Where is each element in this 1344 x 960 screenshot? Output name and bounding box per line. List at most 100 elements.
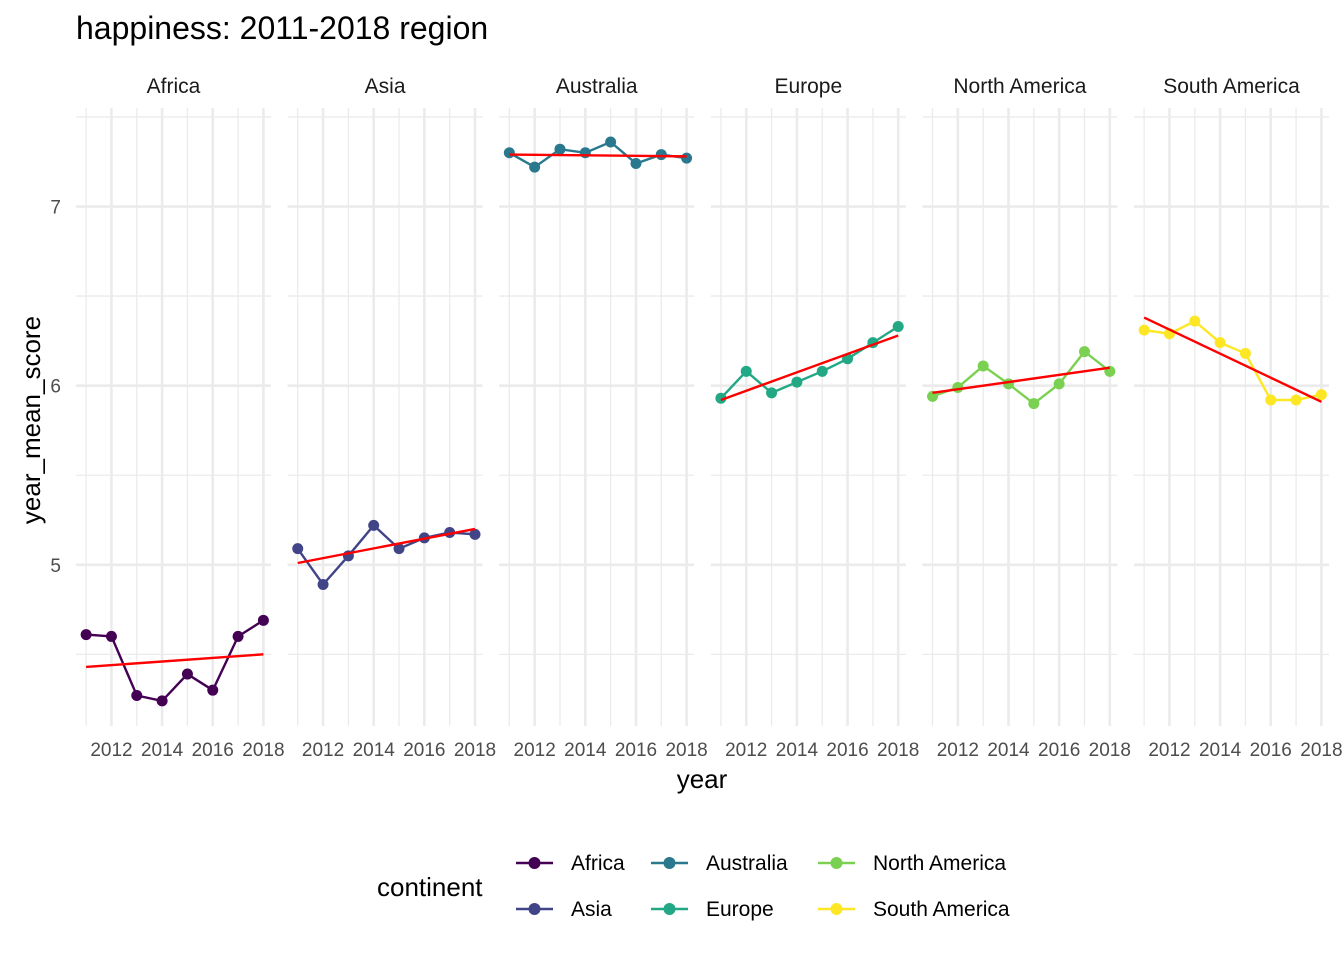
y-tick-label: 5 bbox=[50, 556, 61, 577]
data-point-asia bbox=[393, 543, 405, 555]
x-axis-title: year bbox=[677, 764, 728, 794]
data-point-australia bbox=[681, 152, 693, 164]
data-point-australia bbox=[605, 136, 617, 148]
facet-label-africa: Africa bbox=[147, 75, 201, 98]
data-point-australia bbox=[503, 147, 515, 159]
x-tick-label: 2016 bbox=[1038, 740, 1080, 761]
data-point-south-america bbox=[1239, 347, 1251, 359]
panel-north-america: North America 2012 2014 2016 2018 bbox=[922, 75, 1131, 761]
trend-line-australia bbox=[509, 153, 687, 158]
legend-item-africa: Africa bbox=[516, 852, 625, 875]
data-point-africa bbox=[80, 629, 92, 641]
x-tick-label: 2018 bbox=[242, 740, 284, 761]
data-point-asia bbox=[292, 543, 304, 555]
data-point-australia bbox=[655, 149, 667, 161]
data-point-south-america bbox=[1290, 394, 1302, 406]
facet-label-australia: Australia bbox=[556, 75, 638, 98]
series-line-north-america bbox=[932, 349, 1111, 406]
data-point-australia bbox=[630, 158, 642, 170]
legend-label: Africa bbox=[571, 852, 625, 875]
legend-label: North America bbox=[873, 852, 1006, 875]
data-point-asia bbox=[368, 519, 380, 531]
data-point-africa bbox=[207, 684, 219, 696]
data-point-europe bbox=[740, 365, 752, 377]
legend-key-point bbox=[830, 903, 843, 915]
data-point-north-america bbox=[1003, 378, 1015, 390]
data-point-north-america bbox=[1028, 398, 1040, 410]
x-tick-label: 2012 bbox=[90, 740, 132, 761]
data-point-north-america bbox=[952, 381, 964, 393]
data-point-australia bbox=[579, 147, 591, 159]
x-tick-label: 2018 bbox=[1089, 740, 1131, 761]
legend-label: Asia bbox=[571, 898, 612, 921]
data-point-africa bbox=[181, 668, 193, 680]
legend-key-point bbox=[830, 857, 843, 869]
legend-item-asia: Asia bbox=[516, 898, 612, 921]
data-point-south-america bbox=[1138, 324, 1150, 336]
data-point-europe bbox=[766, 387, 778, 399]
panel-australia: Australia 2012 2014 2016 2018 bbox=[499, 75, 708, 761]
x-tick-label: 2016 bbox=[192, 740, 234, 761]
y-tick-label: 7 bbox=[50, 198, 61, 219]
legend-title: continent bbox=[377, 872, 483, 902]
legend-key-point bbox=[663, 857, 676, 869]
facet-label-north-america: North America bbox=[953, 75, 1086, 98]
legend-item-north-america: North America bbox=[818, 852, 1006, 875]
y-axis-title: year_mean_score bbox=[16, 316, 46, 524]
facet-label-asia: Asia bbox=[365, 75, 406, 98]
legend-label: Australia bbox=[706, 852, 788, 875]
x-tick-label: 2016 bbox=[826, 740, 868, 761]
data-point-south-america bbox=[1265, 394, 1277, 406]
data-point-africa bbox=[156, 695, 168, 707]
x-tick-label: 2016 bbox=[1250, 740, 1292, 761]
data-point-north-america bbox=[977, 360, 989, 372]
facet-label-south-america: South America bbox=[1163, 75, 1300, 98]
facet-label-europe: Europe bbox=[774, 75, 842, 98]
legend-label: Europe bbox=[706, 898, 774, 921]
x-tick-label: 2016 bbox=[403, 740, 445, 761]
data-point-south-america bbox=[1214, 337, 1226, 349]
legend-item-europe: Europe bbox=[651, 898, 774, 921]
panel-europe: Europe 2012 2014 2016 2018 bbox=[710, 75, 919, 761]
legend-item-south-america: South America bbox=[818, 898, 1010, 921]
data-point-australia bbox=[554, 143, 566, 155]
legend-key-point bbox=[663, 903, 676, 915]
x-tick-label: 2012 bbox=[937, 740, 979, 761]
x-tick-label: 2012 bbox=[725, 740, 767, 761]
x-tick-label: 2018 bbox=[454, 740, 496, 761]
data-point-north-america bbox=[1053, 378, 1065, 390]
legend-label: South America bbox=[873, 898, 1010, 921]
data-point-europe bbox=[715, 392, 727, 404]
trend-line-asia bbox=[297, 527, 476, 565]
data-point-africa bbox=[257, 614, 269, 626]
data-point-south-america bbox=[1189, 315, 1201, 327]
legend: continent Africa Asia Australia Europe North… bbox=[377, 852, 1010, 921]
panel-africa: Africa 2012 2014 2016 2018 bbox=[76, 75, 285, 761]
data-point-asia bbox=[317, 578, 329, 590]
x-tick-label: 2014 bbox=[141, 740, 184, 761]
trend-line-south-america bbox=[1143, 316, 1322, 403]
data-point-north-america bbox=[927, 390, 939, 402]
legend-key-point bbox=[528, 903, 541, 915]
x-tick-label: 2014 bbox=[987, 740, 1030, 761]
x-tick-label: 2012 bbox=[514, 740, 556, 761]
x-tick-label: 2012 bbox=[302, 740, 344, 761]
trend-line-africa bbox=[86, 653, 264, 669]
data-point-north-america bbox=[1078, 346, 1090, 358]
data-point-africa bbox=[105, 630, 117, 642]
panel-south-america: South America 2012 2014 2016 2018 bbox=[1134, 75, 1343, 761]
x-tick-label: 2018 bbox=[665, 740, 707, 761]
x-tick-label: 2014 bbox=[564, 740, 607, 761]
data-point-europe bbox=[892, 321, 904, 333]
data-point-south-america bbox=[1315, 389, 1327, 401]
y-tick-label: 6 bbox=[50, 377, 61, 398]
trend-line-north-america bbox=[932, 366, 1110, 395]
data-point-australia bbox=[529, 161, 541, 173]
x-tick-label: 2018 bbox=[1300, 740, 1342, 761]
data-point-europe bbox=[816, 365, 828, 377]
data-point-europe bbox=[791, 376, 803, 388]
x-tick-label: 2014 bbox=[353, 740, 396, 761]
x-tick-label: 2016 bbox=[615, 740, 657, 761]
trend-line-europe bbox=[720, 334, 899, 402]
